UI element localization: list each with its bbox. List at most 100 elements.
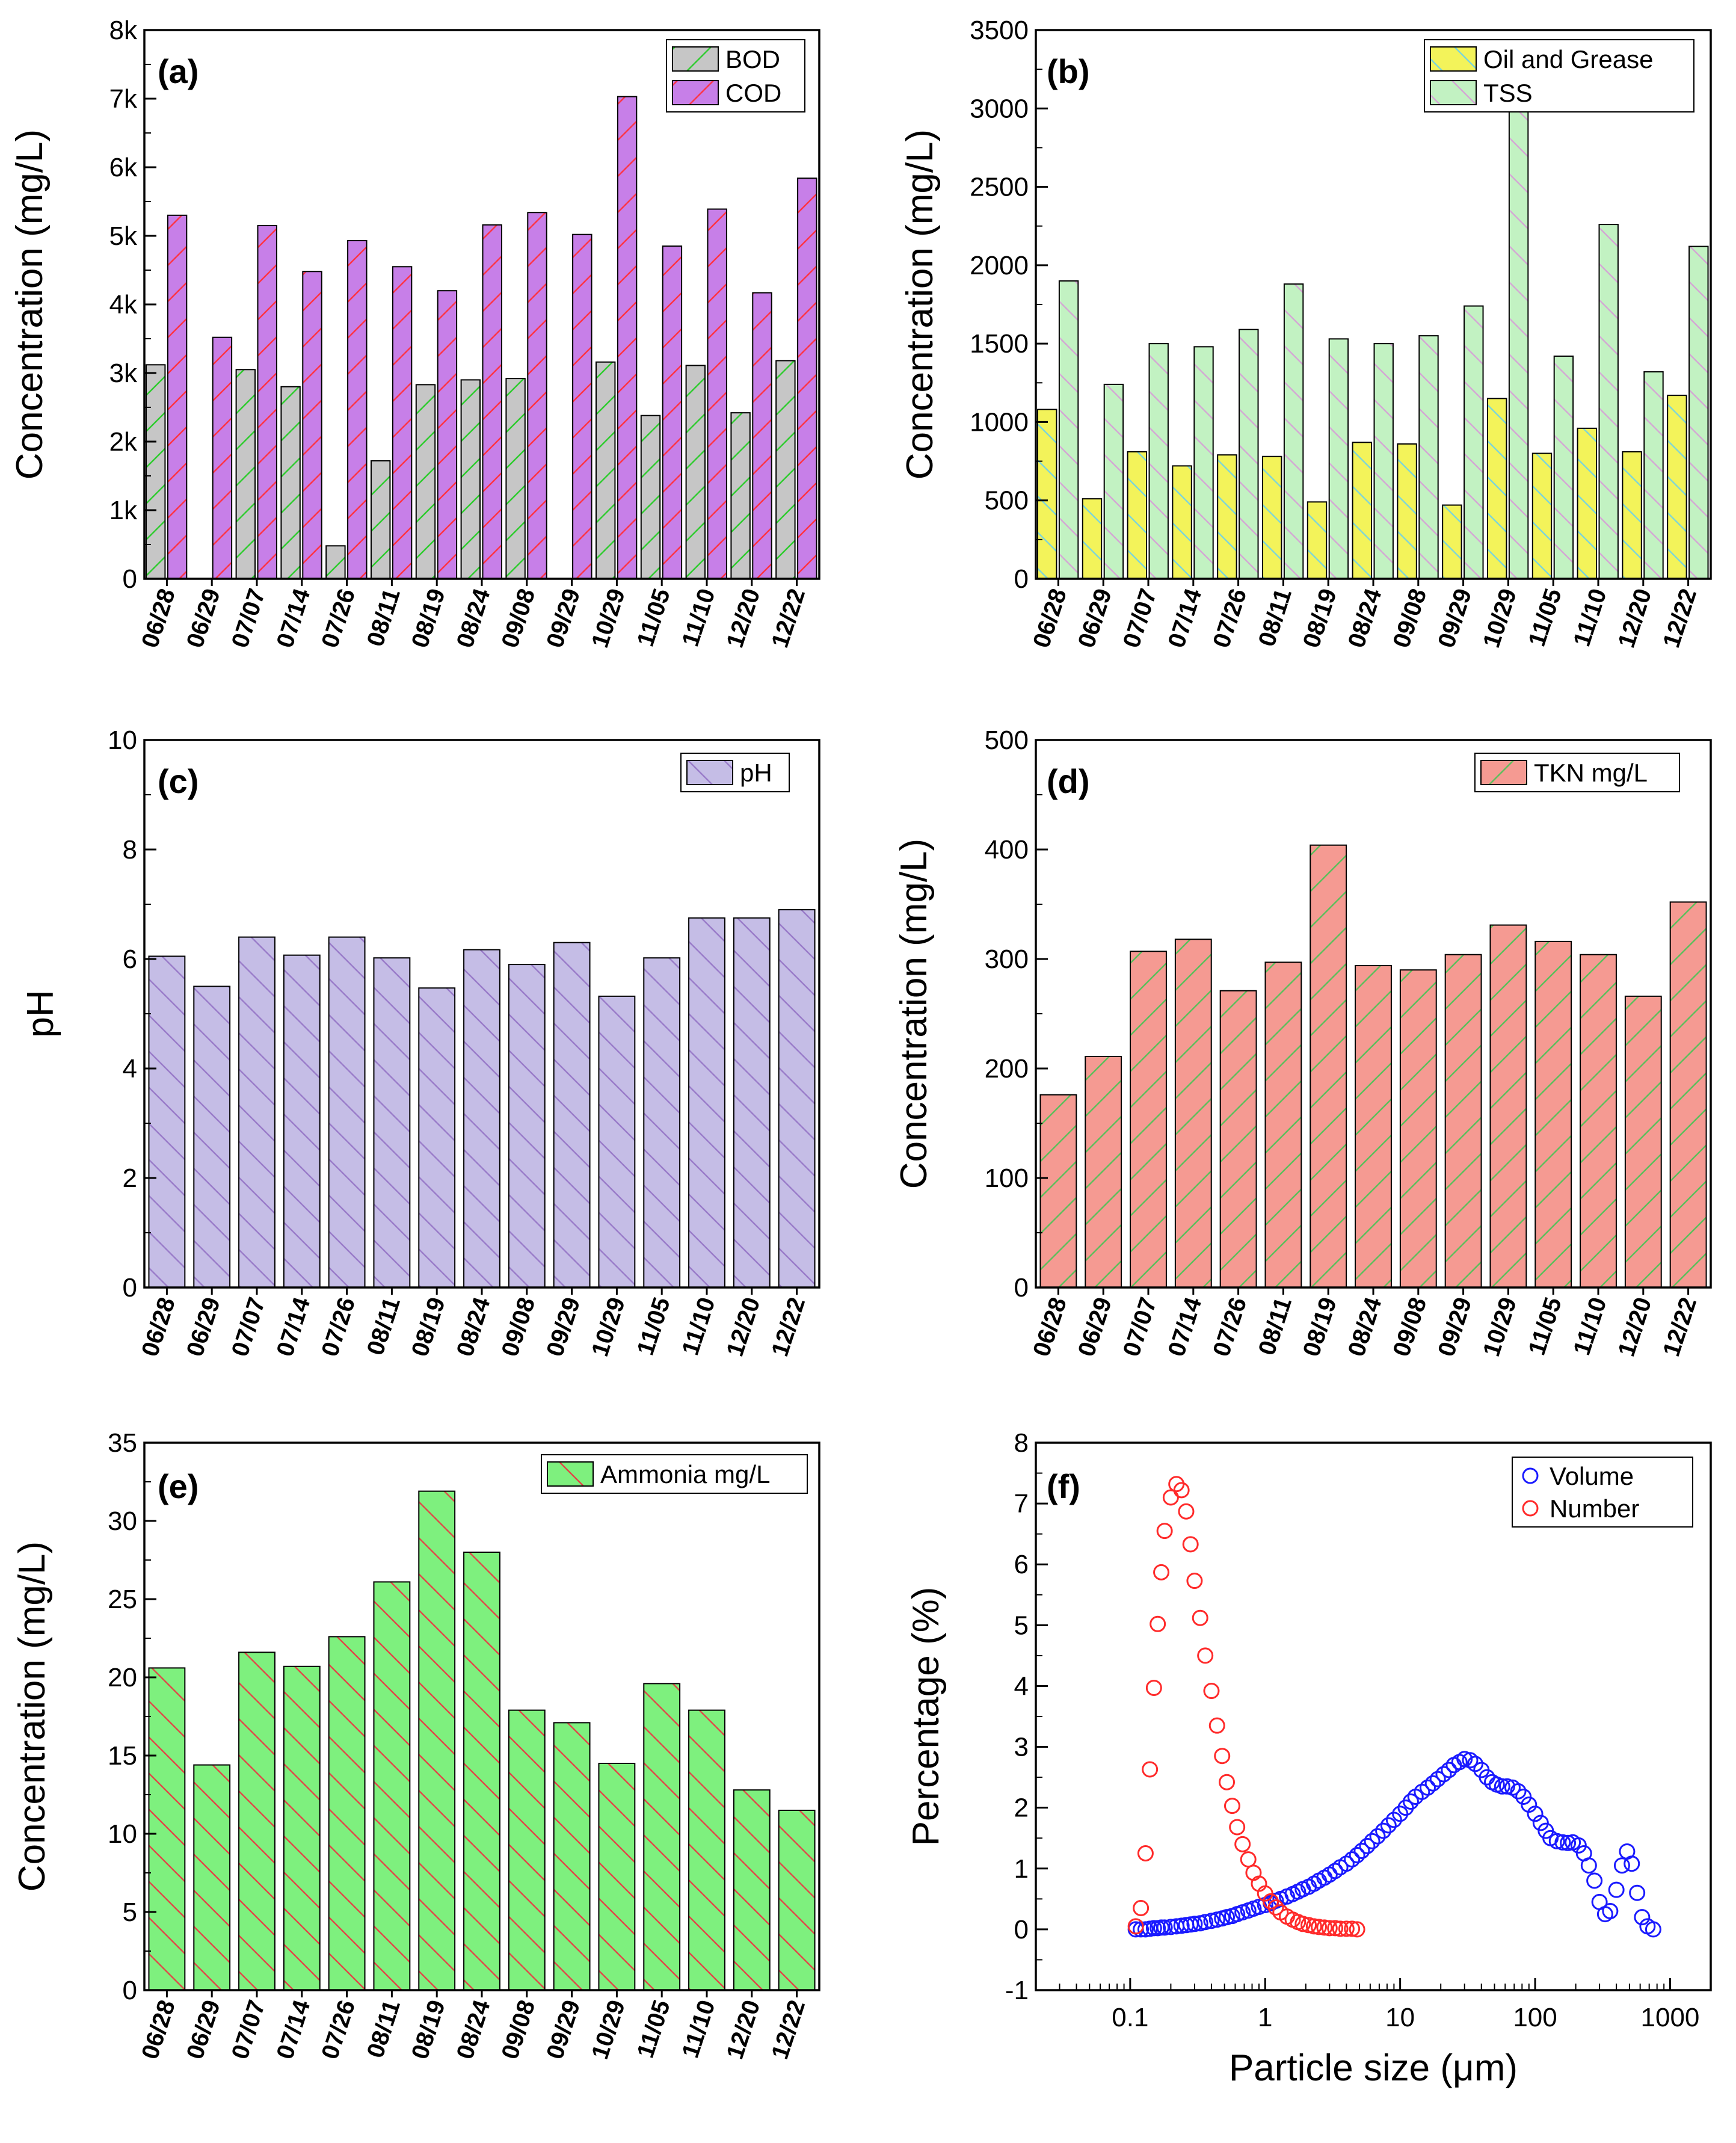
- bar-c-ph-5: [373, 957, 411, 1289]
- y-tick-label-e-0: 0: [123, 1976, 137, 2005]
- y-tick-label-c-1: 2: [123, 1164, 137, 1193]
- point-number-14: [1192, 1609, 1208, 1626]
- point-volume-7: [1156, 1919, 1173, 1936]
- legend-label-ph: pH: [740, 759, 772, 787]
- x-category-label-b-3: 07/14: [1163, 585, 1207, 651]
- x-category-label-e-8: 09/08: [497, 1997, 541, 2062]
- bar-d-tkn-mg-l-1: [1085, 1055, 1122, 1288]
- x-category-label-d-4: 07/26: [1208, 1294, 1252, 1360]
- bar-a-bod-2: [235, 369, 256, 579]
- x-category-label-b-11: 11/05: [1524, 585, 1567, 650]
- x-category-label-e-0: 06/28: [137, 1997, 180, 2062]
- legend-label-tkn-mg-l: TKN mg/L: [1534, 759, 1648, 787]
- x-tick-label-f-2: 10: [1385, 2003, 1415, 2032]
- point-volume-51: [1392, 1805, 1409, 1822]
- bar-a-cod-14: [797, 177, 817, 579]
- legend-marker-number: [1522, 1500, 1539, 1517]
- bar-b-tss-0: [1058, 280, 1079, 579]
- x-category-label-b-4: 07/26: [1208, 585, 1252, 651]
- bar-c-ph-7: [463, 949, 500, 1288]
- point-number-13: [1186, 1573, 1203, 1590]
- x-category-label-c-14: 12/22: [766, 1294, 810, 1360]
- bar-a-bod-3: [280, 386, 301, 579]
- bar-a-cod-2: [257, 224, 277, 579]
- point-volume-77: [1532, 1815, 1549, 1831]
- panel-label-e: (e): [158, 1467, 199, 1505]
- y-axis-title-c: pH: [20, 990, 61, 1037]
- x-category-label-a-0: 06/28: [137, 585, 180, 651]
- legend-swatch-tkn-mg-l: [1480, 760, 1527, 785]
- legend-a: BOD COD: [666, 39, 805, 113]
- x-category-label-a-13: 12/20: [722, 585, 766, 651]
- bar-e-ammonia-mg-l-5: [373, 1581, 411, 1991]
- bar-a-cod-13: [752, 292, 772, 579]
- x-category-label-a-6: 08/19: [407, 585, 451, 651]
- legend-swatch-tss: [1430, 80, 1477, 105]
- bar-d-tkn-mg-l-3: [1174, 939, 1212, 1288]
- point-volume-64: [1462, 1752, 1479, 1769]
- x-category-label-e-2: 07/07: [227, 1997, 271, 2062]
- bar-e-ammonia-mg-l-9: [553, 1722, 591, 1991]
- x-category-label-c-11: 11/05: [632, 1294, 676, 1358]
- x-category-label-c-2: 07/07: [227, 1294, 271, 1360]
- y-axis-title-d: Concentration (mg/L): [893, 839, 935, 1189]
- point-number-41: [1338, 1920, 1355, 1937]
- point-number-40: [1332, 1920, 1349, 1937]
- point-volume-87: [1586, 1872, 1603, 1889]
- legend-d: TKN mg/L: [1474, 753, 1680, 792]
- bar-a-cod-7: [482, 224, 502, 579]
- bar-d-tkn-mg-l-11: [1534, 940, 1572, 1288]
- y-tick-label-a-2: 2k: [109, 427, 138, 457]
- y-tick-label-c-2: 4: [123, 1054, 137, 1084]
- bar-b-tss-7: [1373, 343, 1394, 580]
- point-volume-98: [1645, 1921, 1661, 1938]
- point-volume-59: [1435, 1766, 1452, 1783]
- x-category-label-e-9: 09/29: [541, 1997, 585, 2062]
- x-category-label-a-9: 09/29: [541, 585, 585, 651]
- bar-b-tss-12: [1598, 224, 1619, 579]
- bar-b-tss-11: [1553, 355, 1574, 579]
- bars-c: [148, 909, 816, 1289]
- y-tick-label-d-1: 100: [985, 1164, 1029, 1193]
- bar-c-ph-6: [418, 987, 456, 1288]
- bar-c-ph-13: [733, 917, 771, 1288]
- bar-c-ph-2: [238, 936, 275, 1288]
- bar-d-tkn-mg-l-10: [1489, 924, 1527, 1288]
- points-f: [1127, 1476, 1661, 1938]
- y-tick-label-d-2: 200: [985, 1054, 1029, 1084]
- x-category-label-b-10: 10/29: [1478, 585, 1522, 651]
- y-tick-label-d-0: 0: [1014, 1273, 1029, 1303]
- point-volume-94: [1624, 1855, 1640, 1872]
- x-category-label-d-6: 08/19: [1298, 1294, 1342, 1360]
- y-tick-label-d-3: 300: [985, 945, 1029, 974]
- y-tick-label-b-0: 0: [1014, 564, 1029, 594]
- point-number-21: [1229, 1819, 1246, 1836]
- bar-b-oil-and-grease-14: [1667, 395, 1687, 579]
- point-volume-65: [1467, 1756, 1483, 1772]
- x-category-label-d-12: 11/10: [1568, 1294, 1611, 1358]
- bar-c-ph-0: [148, 955, 186, 1288]
- x-tick-label-f-3: 100: [1513, 2003, 1557, 2032]
- bar-d-tkn-mg-l-6: [1310, 844, 1347, 1288]
- y-tick-label-e-2: 10: [108, 1819, 137, 1849]
- y-tick-label-e-7: 35: [108, 1428, 137, 1458]
- bar-e-ammonia-mg-l-3: [283, 1665, 321, 1991]
- chart-panel-d: 0 100 200 300 400 500 06/28 06/29 07/07 07/14 07/2…: [893, 726, 1712, 1360]
- point-volume-80: [1548, 1833, 1565, 1849]
- chart-panel-f: 0.1 1 10 100 1000 Particle size (μm) -1 0 1 2 3 4 5 6…: [905, 1428, 1712, 2089]
- point-volume-84: [1570, 1837, 1587, 1854]
- x-tick-label-f-4: 1000: [1641, 2003, 1700, 2032]
- legend-swatch-bod: [672, 46, 719, 72]
- y-tick-label-a-5: 5k: [109, 221, 138, 251]
- x-category-label-d-10: 10/29: [1478, 1294, 1522, 1360]
- point-volume-44: [1353, 1842, 1370, 1859]
- bar-e-ammonia-mg-l-0: [148, 1667, 186, 1991]
- bar-c-ph-4: [328, 936, 366, 1288]
- x-category-label-e-7: 08/24: [452, 1996, 496, 2062]
- y-tick-label-f-9: 8: [1014, 1428, 1029, 1458]
- point-volume-43: [1349, 1847, 1365, 1864]
- x-category-label-c-9: 09/29: [541, 1294, 585, 1360]
- bar-c-ph-12: [688, 917, 725, 1288]
- point-volume-45: [1359, 1837, 1376, 1854]
- point-volume-60: [1441, 1762, 1457, 1778]
